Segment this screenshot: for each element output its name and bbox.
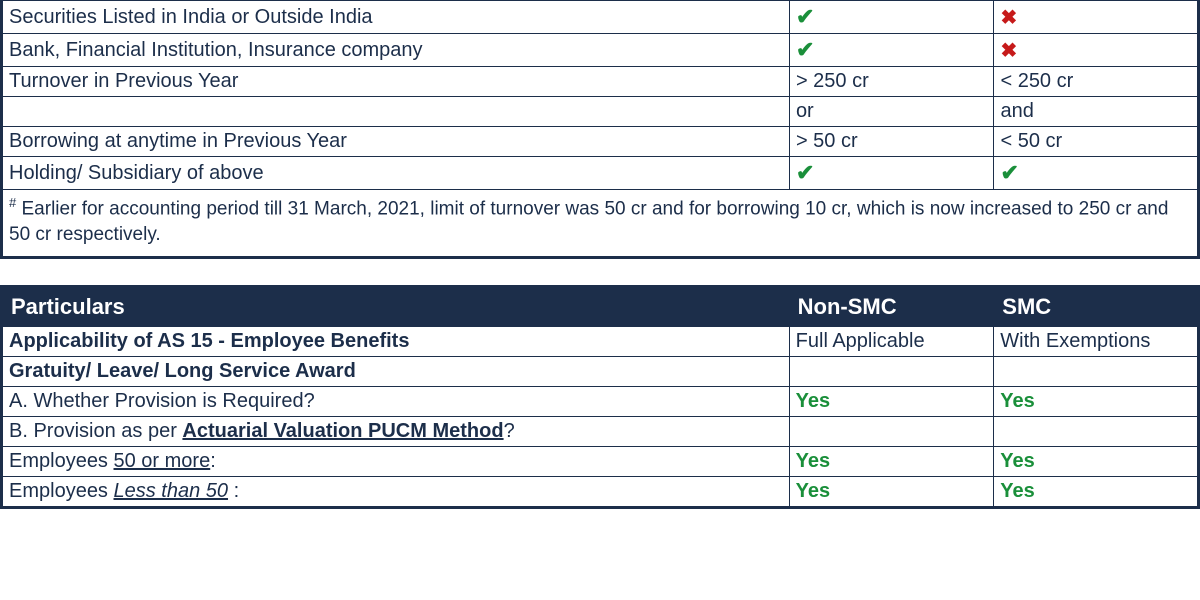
underlined-text: Less than 50: [114, 480, 229, 502]
check-icon: ✔: [789, 1, 994, 34]
header-nonsmc: Non-SMC: [789, 286, 994, 326]
cell-nonsmc: Yes: [789, 446, 994, 476]
table-row: Employees 50 or more: Yes Yes: [2, 446, 1199, 476]
cell-nonsmc: [789, 356, 994, 386]
cell-value: > 250 cr: [789, 67, 994, 97]
cross-icon: ✖: [994, 34, 1199, 67]
check-icon: ✔: [994, 157, 1199, 190]
table-row: Securities Listed in India or Outside In…: [2, 1, 1199, 34]
cell-value: and: [994, 97, 1199, 127]
row-label: Employees Less than 50 :: [2, 476, 790, 507]
cell-smc: [994, 416, 1199, 446]
table-row: B. Provision as per Actuarial Valuation …: [2, 416, 1199, 446]
table-header-row: Particulars Non-SMC SMC: [2, 286, 1199, 326]
check-icon: ✔: [789, 157, 994, 190]
row-label: Holding/ Subsidiary of above: [2, 157, 790, 190]
cell-value: or: [789, 97, 994, 127]
row-label: Borrowing at anytime in Previous Year: [2, 127, 790, 157]
cell-value: < 250 cr: [994, 67, 1199, 97]
cross-icon: ✖: [994, 1, 1199, 34]
row-text: ?: [504, 420, 515, 442]
table-row: A. Whether Provision is Required? Yes Ye…: [2, 386, 1199, 416]
cell-smc: With Exemptions: [994, 326, 1199, 356]
cell-nonsmc: Full Applicable: [789, 326, 994, 356]
row-label: [2, 97, 790, 127]
row-text: :: [228, 480, 239, 502]
applicability-table: Particulars Non-SMC SMC Applicability of…: [0, 285, 1200, 509]
table-row: Employees Less than 50 : Yes Yes: [2, 476, 1199, 507]
cell-nonsmc: [789, 416, 994, 446]
spacer: [0, 259, 1200, 285]
cell-smc: Yes: [994, 446, 1199, 476]
cell-smc: Yes: [994, 386, 1199, 416]
table-row: Turnover in Previous Year> 250 cr< 250 c…: [2, 67, 1199, 97]
row-label: A. Whether Provision is Required?: [2, 386, 790, 416]
row-text: Employees: [9, 480, 114, 502]
row-label: Bank, Financial Institution, Insurance c…: [2, 34, 790, 67]
cell-nonsmc: Yes: [789, 386, 994, 416]
cell-value: < 50 cr: [994, 127, 1199, 157]
cell-smc: Yes: [994, 476, 1199, 507]
table-row: Borrowing at anytime in Previous Year> 5…: [2, 127, 1199, 157]
table-row: orand: [2, 97, 1199, 127]
table-row: Holding/ Subsidiary of above✔✔: [2, 157, 1199, 190]
underlined-text: 50 or more: [114, 450, 211, 472]
footnote-row: # Earlier for accounting period till 31 …: [2, 190, 1199, 258]
table-row: Bank, Financial Institution, Insurance c…: [2, 34, 1199, 67]
row-label: Securities Listed in India or Outside In…: [2, 1, 790, 34]
criteria-table: Securities Listed in India or Outside In…: [0, 0, 1200, 259]
cell-smc: [994, 356, 1199, 386]
row-text: Employees: [9, 450, 114, 472]
row-text: B. Provision as per: [9, 420, 182, 442]
footnote-text: Earlier for accounting period till 31 Ma…: [9, 198, 1168, 245]
row-label: Turnover in Previous Year: [2, 67, 790, 97]
check-icon: ✔: [789, 34, 994, 67]
footnote-cell: # Earlier for accounting period till 31 …: [2, 190, 1199, 258]
row-label: B. Provision as per Actuarial Valuation …: [2, 416, 790, 446]
header-particulars: Particulars: [2, 286, 790, 326]
row-label: Applicability of AS 15 - Employee Benefi…: [2, 326, 790, 356]
cell-value: > 50 cr: [789, 127, 994, 157]
table-row: Gratuity/ Leave/ Long Service Award: [2, 356, 1199, 386]
header-smc: SMC: [994, 286, 1199, 326]
cell-nonsmc: Yes: [789, 476, 994, 507]
row-text: :: [210, 450, 216, 472]
actuarial-link[interactable]: Actuarial Valuation PUCM Method: [182, 420, 503, 442]
table-row: Applicability of AS 15 - Employee Benefi…: [2, 326, 1199, 356]
row-label: Employees 50 or more:: [2, 446, 790, 476]
section-heading: Gratuity/ Leave/ Long Service Award: [2, 356, 790, 386]
